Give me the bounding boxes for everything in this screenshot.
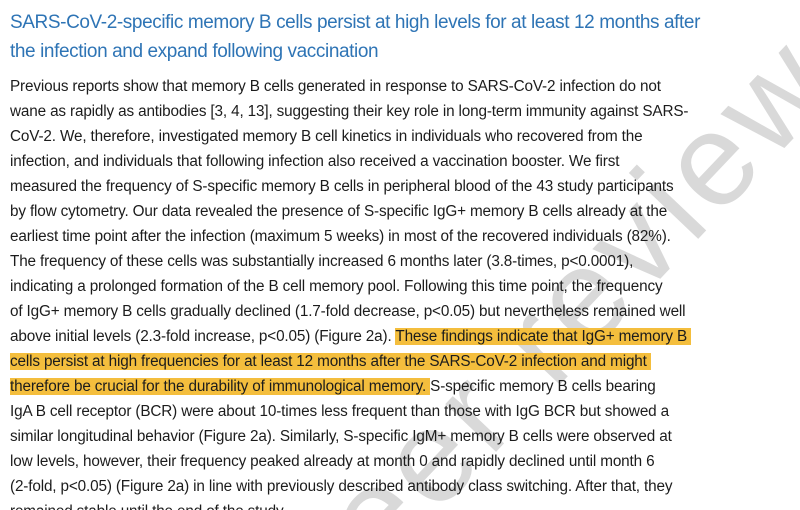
highlighted-text-segment: cells persist at high frequencies for at… xyxy=(10,353,651,370)
article-title: SARS-CoV-2-specific memory B cells persi… xyxy=(10,8,795,66)
text-segment: The frequency of these cells was substan… xyxy=(10,253,634,270)
paragraph-line: wane as rapidly as antibodies [3, 4, 13]… xyxy=(10,99,795,124)
article-paragraph: Previous reports show that memory B cell… xyxy=(10,74,795,510)
paragraph-line: infection, and individuals that followin… xyxy=(10,149,795,174)
paragraph-line: Previous reports show that memory B cell… xyxy=(10,74,795,99)
paragraph-line: The frequency of these cells was substan… xyxy=(10,249,795,274)
text-segment: infection, and individuals that followin… xyxy=(10,153,620,170)
paragraph-line: measured the frequency of S-specific mem… xyxy=(10,174,795,199)
text-segment: Previous reports show that memory B cell… xyxy=(10,78,661,95)
text-segment: earliest time point after the infection … xyxy=(10,228,671,245)
paragraph-line: (2-fold, p<0.05) (Figure 2a) in line wit… xyxy=(10,474,795,499)
title-line: SARS-CoV-2-specific memory B cells persi… xyxy=(10,12,700,33)
paragraph-line: CoV-2. We, therefore, investigated memor… xyxy=(10,124,795,149)
text-segment: IgA B cell receptor (BCR) were about 10-… xyxy=(10,403,669,420)
paragraph-line: similar longitudinal behavior (Figure 2a… xyxy=(10,424,795,449)
paragraph-line: therefore be crucial for the durability … xyxy=(10,374,795,399)
highlighted-text-segment: These findings indicate that IgG+ memory… xyxy=(395,328,692,345)
paragraph-line: cells persist at high frequencies for at… xyxy=(10,349,795,374)
text-segment: (2-fold, p<0.05) (Figure 2a) in line wit… xyxy=(10,478,673,495)
text-segment: wane as rapidly as antibodies [3, 4, 13]… xyxy=(10,103,689,120)
paragraph-line: IgA B cell receptor (BCR) were about 10-… xyxy=(10,399,795,424)
paragraph-line: remained stable until the end of the stu… xyxy=(10,499,795,510)
highlighted-text-segment: therefore be crucial for the durability … xyxy=(10,378,431,395)
title-line: the infection and expand following vacci… xyxy=(10,41,379,62)
text-segment: of IgG+ memory B cells gradually decline… xyxy=(10,303,686,320)
paragraph-line: earliest time point after the infection … xyxy=(10,224,795,249)
text-segment: CoV-2. We, therefore, investigated memor… xyxy=(10,128,643,145)
text-segment: by flow cytometry. Our data revealed the… xyxy=(10,203,668,220)
paragraph-line: above initial levels (2.3-fold increase,… xyxy=(10,324,795,349)
text-segment: low levels, however, their frequency pea… xyxy=(10,453,655,470)
paragraph-line: low levels, however, their frequency pea… xyxy=(10,449,795,474)
text-segment: S-specific memory B cells bearing xyxy=(430,378,656,395)
paragraph-line: by flow cytometry. Our data revealed the… xyxy=(10,199,795,224)
text-segment: indicating a prolonged formation of the … xyxy=(10,278,663,295)
text-segment: similar longitudinal behavior (Figure 2a… xyxy=(10,428,672,445)
paragraph-line: of IgG+ memory B cells gradually decline… xyxy=(10,299,795,324)
paragraph-line: indicating a prolonged formation of the … xyxy=(10,274,795,299)
text-segment: above initial levels (2.3-fold increase,… xyxy=(10,328,396,345)
text-segment: remained stable until the end of the stu… xyxy=(10,503,287,510)
text-segment: measured the frequency of S-specific mem… xyxy=(10,178,674,195)
